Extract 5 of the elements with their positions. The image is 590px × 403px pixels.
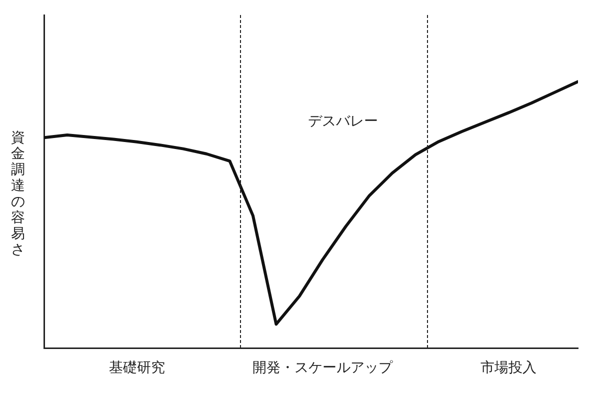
x-tick-label: 開発・スケールアップ [252, 360, 394, 376]
y-axis-title: 資金調達の容易さ [10, 130, 26, 258]
x-tick-label: 市場投入 [480, 360, 536, 376]
annotation: デスバレー [308, 113, 378, 130]
x-tick-label: 基礎研究 [108, 360, 165, 376]
